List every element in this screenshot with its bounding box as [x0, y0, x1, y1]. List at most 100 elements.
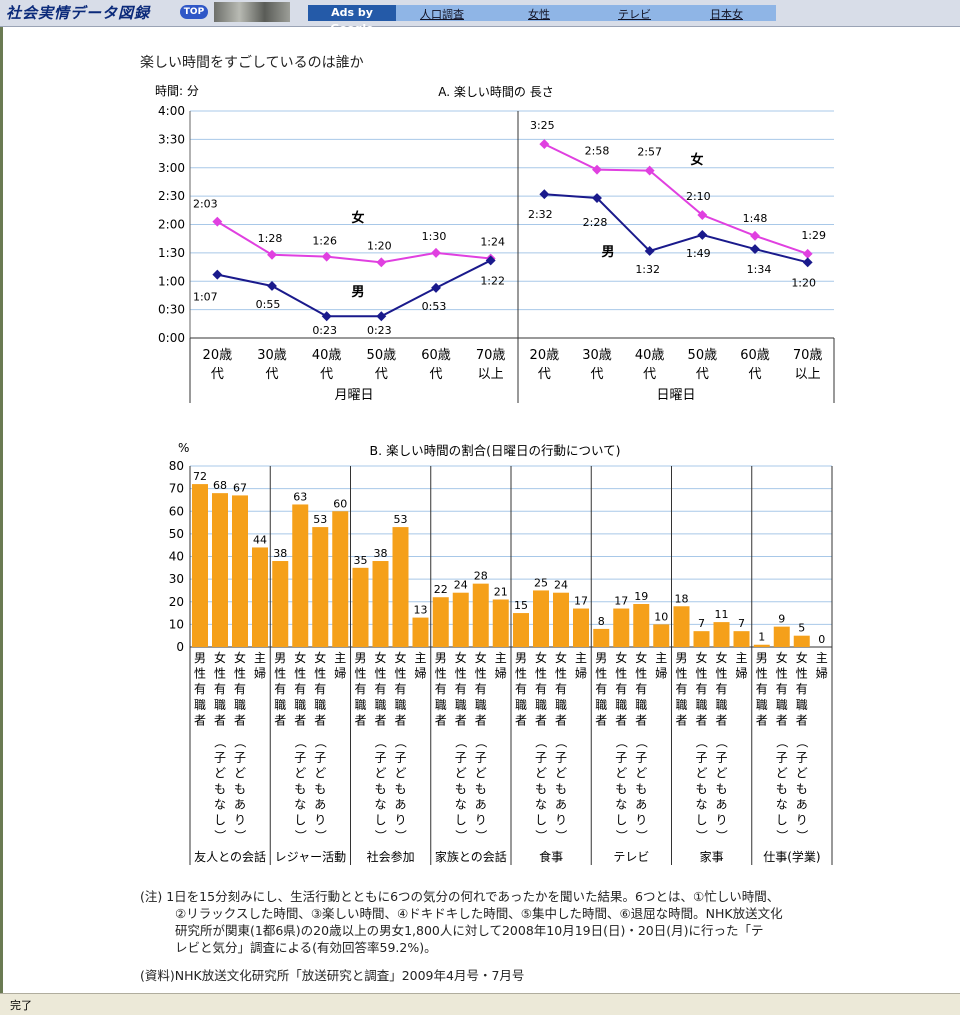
ad-link[interactable]: 人口調査	[420, 8, 464, 21]
respondent-label: （	[454, 736, 468, 748]
bar	[513, 613, 529, 647]
bar	[773, 626, 790, 647]
respondent-label: 職	[214, 698, 226, 712]
respondent-label: し	[214, 813, 226, 827]
x-tick-label: 代	[375, 367, 388, 382]
respondent-label: 主	[816, 651, 828, 665]
respondent-label: 職	[675, 698, 687, 712]
respondent-label: あ	[796, 797, 808, 811]
respondent-label: 職	[615, 698, 627, 712]
ad-link[interactable]: 女性	[528, 8, 550, 21]
respondent-label: 有	[314, 682, 326, 696]
data-label: 1:07	[193, 291, 218, 304]
respondent-label: 性	[776, 667, 788, 681]
top-button[interactable]: TOP	[180, 5, 208, 19]
data-label: 0:55	[256, 298, 281, 311]
respondent-label: ）	[313, 830, 327, 842]
x-tick-label: 30歳	[257, 348, 287, 363]
respondent-label: （	[313, 736, 327, 748]
respondent-label: 男	[595, 651, 607, 665]
respondent-label: 主	[575, 651, 587, 665]
respondent-label: ）	[634, 830, 648, 842]
bar	[232, 495, 248, 647]
x-tick-label: 代	[211, 367, 224, 382]
data-label: 15	[514, 599, 528, 612]
data-label: 0:23	[312, 324, 337, 337]
respondent-label: 有	[535, 682, 547, 696]
day-label: 月曜日	[334, 388, 373, 403]
data-label: 38	[374, 547, 388, 560]
data-point	[802, 248, 813, 259]
data-point	[592, 164, 602, 175]
series-label: 女	[690, 152, 703, 168]
data-label: 17	[574, 595, 588, 608]
respondent-label: 性	[475, 667, 487, 681]
data-label: 67	[233, 481, 247, 494]
y-tick-label: 2:30	[158, 189, 185, 203]
data-label: 7	[738, 617, 745, 630]
data-label: 0:53	[422, 300, 447, 313]
data-label: 8	[598, 615, 605, 628]
bar	[593, 628, 610, 647]
respondent-label: 有	[194, 682, 206, 696]
site-logo[interactable]: 社会実情データ図録	[6, 4, 151, 22]
respondent-label: 子	[394, 751, 406, 765]
data-point	[431, 247, 441, 258]
respondent-label: ど	[635, 766, 647, 780]
respondent-label: （	[374, 736, 388, 748]
data-label: 24	[454, 579, 468, 592]
x-tick-label: 40歳	[312, 348, 342, 363]
respondent-label: ）	[554, 830, 568, 842]
x-tick-label: 代	[643, 367, 656, 382]
data-label: 18	[675, 592, 689, 605]
y-tick-label: 50	[169, 527, 184, 541]
respondent-label: 女	[234, 650, 246, 665]
data-point	[750, 244, 760, 255]
data-label: 21	[494, 585, 508, 598]
data-label: 1:30	[422, 230, 447, 243]
respondent-label: り	[475, 813, 487, 827]
respondent-label: 子	[535, 751, 547, 765]
data-label: 1	[758, 631, 765, 644]
ad-link[interactable]: テレビ	[618, 8, 651, 21]
data-label: 19	[634, 590, 648, 603]
y-tick-label: 40	[169, 550, 184, 564]
respondent-label: 性	[234, 667, 246, 681]
x-tick-label: 以上	[795, 367, 821, 382]
bar	[292, 504, 309, 647]
respondent-label: 職	[535, 698, 547, 712]
respondent-label: 女	[715, 650, 727, 665]
respondent-label: 者	[314, 713, 326, 727]
respondent-label: ）	[775, 830, 789, 842]
ads-by-google-label[interactable]: Ads by Google	[308, 5, 396, 35]
data-label: 2:32	[528, 208, 553, 221]
respondent-label: ど	[615, 766, 627, 780]
respondent-label: し	[455, 813, 467, 827]
respondent-label: ど	[475, 766, 487, 780]
respondent-label: 子	[475, 751, 487, 765]
respondent-label: し	[374, 813, 386, 827]
respondent-label: 有	[635, 682, 647, 696]
respondent-label: も	[374, 782, 386, 796]
respondent-label: ）	[614, 830, 628, 842]
respondent-label: ）	[474, 830, 488, 842]
respondent-label: 性	[515, 667, 527, 681]
respondent-label: ど	[234, 766, 246, 780]
bar	[653, 624, 670, 647]
ad-link[interactable]: 日本女	[710, 8, 743, 21]
bar	[613, 608, 630, 647]
data-label: 1:22	[480, 274, 505, 287]
respondent-label: あ	[394, 797, 406, 811]
data-label: 13	[414, 604, 428, 617]
respondent-label: 有	[715, 682, 727, 696]
data-label: 1:32	[635, 263, 660, 276]
y-axis-unit: %	[178, 441, 189, 455]
data-label: 1:29	[801, 229, 826, 242]
respondent-label: 性	[756, 667, 768, 681]
series-line	[543, 143, 808, 255]
respondent-label: な	[455, 797, 467, 811]
respondent-label: 職	[234, 698, 246, 712]
data-label: 9	[778, 613, 785, 626]
data-label: 44	[253, 533, 267, 546]
respondent-label: 者	[715, 713, 727, 727]
